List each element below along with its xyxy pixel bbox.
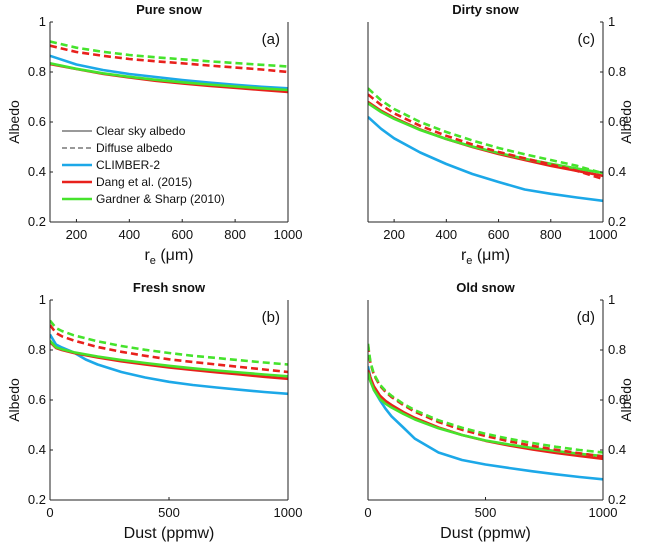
- y-tick-label: 0.4: [608, 164, 626, 179]
- y-tick-label: 0.4: [28, 164, 46, 179]
- legend-label: Clear sky albedo: [96, 124, 186, 138]
- x-tick-label: 500: [475, 505, 497, 520]
- y-tick-label: 1: [39, 292, 46, 307]
- x-tick-label: 500: [158, 505, 180, 520]
- panel-title: Pure snow: [136, 2, 203, 17]
- x-tick-label: 1000: [274, 505, 303, 520]
- series-line-clear-dang-et-al-2015: [368, 100, 603, 178]
- panel-label: (a): [262, 31, 280, 48]
- y-tick-label: 0.8: [28, 64, 46, 79]
- x-axis-label: re (μm): [144, 247, 193, 267]
- y-tick-label: 0.6: [608, 392, 626, 407]
- y-tick-label: 0.4: [28, 442, 46, 457]
- y-axis-label: Albedo: [6, 378, 22, 422]
- series-line-clear-climber-2: [50, 54, 288, 90]
- y-tick-label: 0.4: [608, 442, 626, 457]
- y-tick-label: 0.2: [28, 214, 46, 229]
- y-tick-label: 1: [39, 14, 46, 29]
- series-line-diffuse-dang-et-al-2015: [50, 44, 288, 74]
- series-line-clear-climber-2: [368, 116, 603, 203]
- series-line-clear-climber-2: [368, 366, 603, 481]
- series-line-clear-gardner-sharp-2010: [368, 372, 603, 458]
- series-line-clear-gardner-sharp-2010: [50, 339, 288, 378]
- y-tick-label: 1: [608, 292, 615, 307]
- legend-label: Gardner & Sharp (2010): [96, 192, 225, 206]
- panel-label: (b): [262, 309, 280, 326]
- series-lines: [368, 87, 603, 203]
- legend-label: CLIMBER-2: [96, 158, 160, 172]
- x-tick-label: 800: [540, 227, 562, 242]
- y-tick-label: 0.2: [28, 492, 46, 507]
- panel-title: Fresh snow: [133, 280, 206, 295]
- panel-label: (d): [577, 309, 595, 326]
- x-tick-label: 1000: [589, 227, 618, 242]
- y-tick-label: 0.6: [608, 114, 626, 129]
- x-tick-label: 0: [46, 505, 53, 520]
- x-axis-label: Dust (ppmw): [124, 525, 215, 542]
- x-tick-label: 600: [488, 227, 510, 242]
- series-lines: [368, 343, 603, 481]
- series-line-diffuse-gardner-sharp-2010: [50, 40, 288, 68]
- x-axis-label: Dust (ppmw): [440, 525, 531, 542]
- panel-b: Fresh snow 0 500 1000 0.2 0.4 0.6 0.8 1 Albedo Dus…: [6, 280, 302, 542]
- y-tick-label: 0.8: [608, 64, 626, 79]
- panel-title: Dirty snow: [452, 2, 519, 17]
- y-tick-label: 0.2: [608, 214, 626, 229]
- series-line-diffuse-dang-et-al-2015: [368, 93, 603, 181]
- x-tick-label: 0: [364, 505, 371, 520]
- series-lines: [50, 40, 288, 94]
- x-axis-label: re (μm): [461, 247, 510, 267]
- y-tick-label: 0.2: [608, 492, 626, 507]
- series-line-diffuse-gardner-sharp-2010: [368, 343, 603, 454]
- panel-label: (c): [578, 31, 596, 48]
- y-tick-label: 0.8: [608, 342, 626, 357]
- y-tick-label: 0.6: [28, 392, 46, 407]
- x-tick-label: 400: [435, 227, 457, 242]
- panel-title: Old snow: [456, 280, 515, 295]
- series-line-clear-gardner-sharp-2010: [50, 62, 288, 92]
- x-tick-label: 200: [383, 227, 405, 242]
- series-lines: [50, 319, 288, 396]
- x-tick-label: 1000: [589, 505, 618, 520]
- series-line-diffuse-gardner-sharp-2010: [50, 319, 288, 366]
- x-tick-label: 1000: [274, 227, 303, 242]
- x-tick-label: 800: [224, 227, 246, 242]
- x-tick-label: 600: [171, 227, 193, 242]
- panel-a: Pure snow 200 400 600 800 1000 0.2 0.4 0.6 0.8 1 Al…: [6, 2, 302, 267]
- x-tick-label: 200: [66, 227, 88, 242]
- legend-label: Dang et al. (2015): [96, 175, 192, 189]
- legend: Clear sky albedo Diffuse albedo CLIMBER-2 D…: [62, 124, 225, 206]
- legend-label: Diffuse albedo: [96, 141, 173, 155]
- series-line-clear-climber-2: [50, 333, 288, 396]
- series-line-diffuse-dang-et-al-2015: [50, 324, 288, 374]
- y-axis-label: Albedo: [618, 378, 634, 422]
- series-line-clear-gardner-sharp-2010: [368, 102, 603, 175]
- series-line-diffuse-gardner-sharp-2010: [368, 87, 603, 175]
- y-tick-label: 1: [608, 14, 615, 29]
- x-tick-label: 400: [118, 227, 140, 242]
- y-axis-label: Albedo: [618, 100, 634, 144]
- y-axis-label: Albedo: [6, 100, 22, 144]
- y-tick-label: 0.6: [28, 114, 46, 129]
- y-tick-label: 0.8: [28, 342, 46, 357]
